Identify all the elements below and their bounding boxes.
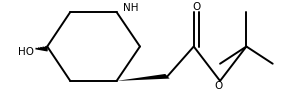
Text: NH: NH	[123, 3, 138, 13]
Text: HO: HO	[18, 47, 34, 57]
Text: O: O	[214, 81, 222, 91]
Text: O: O	[192, 2, 200, 12]
Polygon shape	[117, 74, 170, 81]
